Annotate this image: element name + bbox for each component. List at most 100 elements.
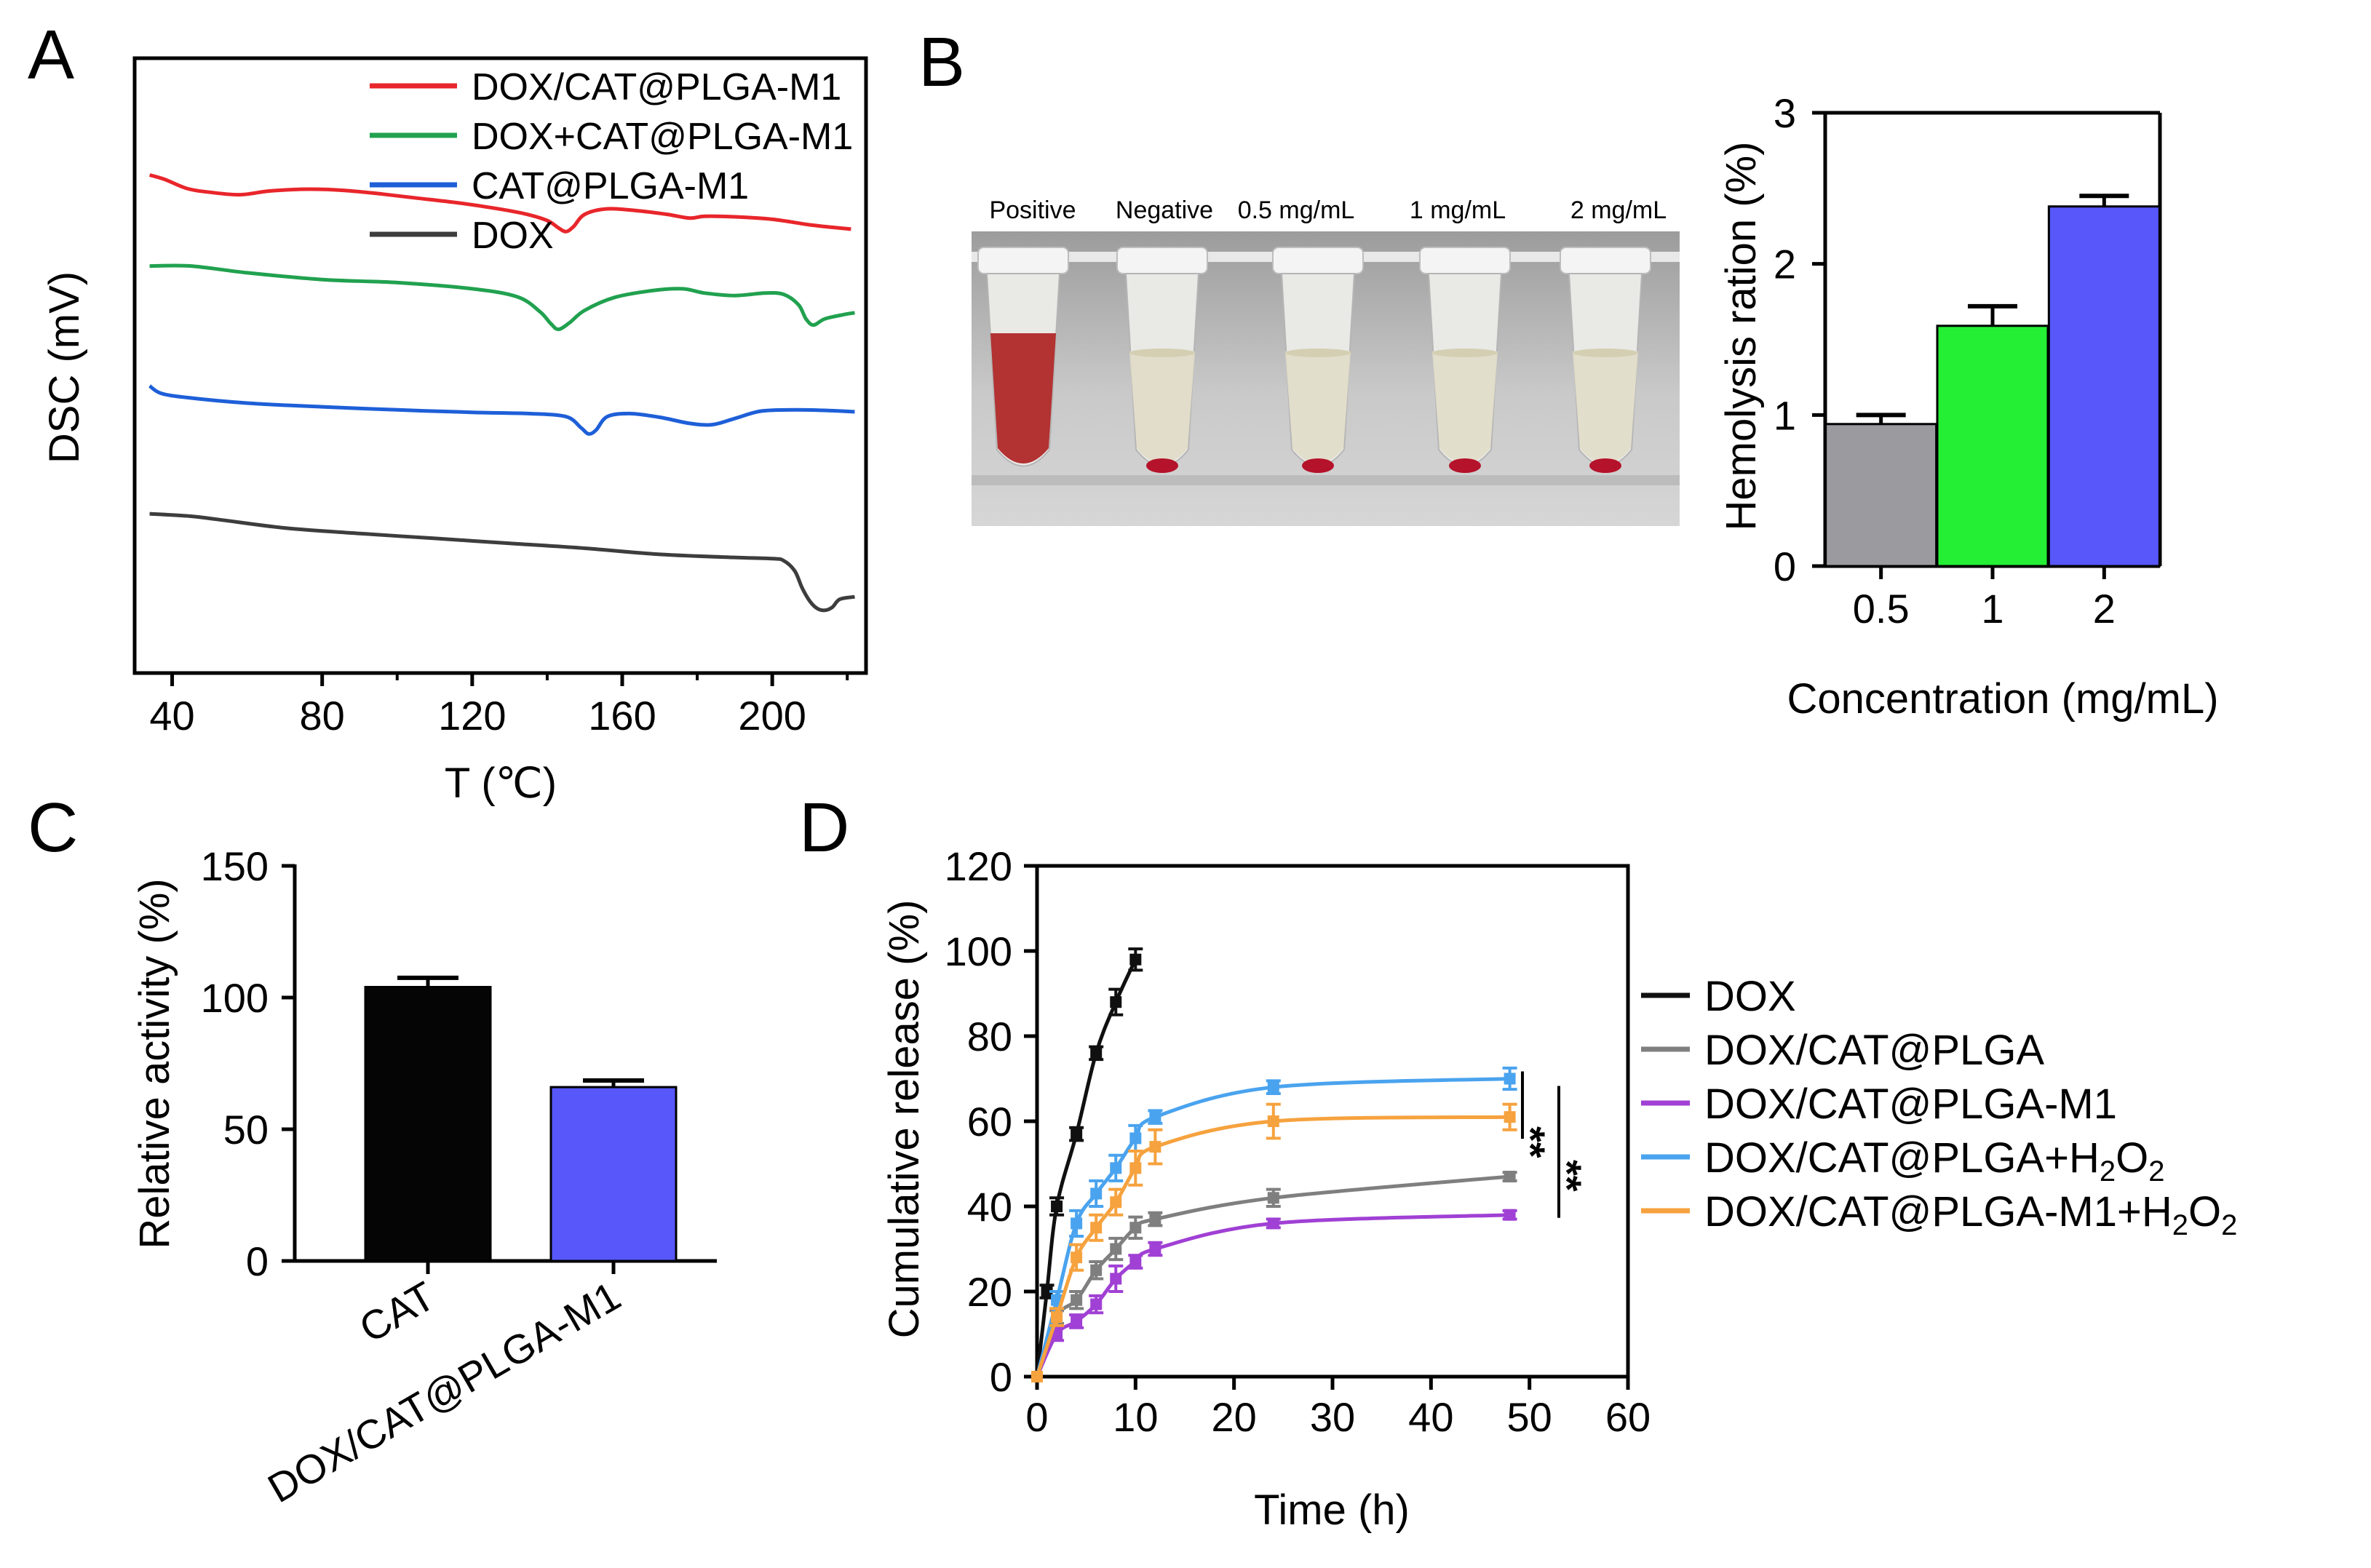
panel-letter-a: A (28, 16, 74, 94)
data-point (1129, 1162, 1142, 1174)
rack-bottom-bar (972, 475, 1680, 485)
legend-label-dox-cat-plga: DOX/CAT@PLGA (1704, 1027, 2044, 1074)
line-dox-cat-plga-m1-h2o2 (1035, 1115, 1510, 1377)
y-tick-label: 2 (1774, 242, 1796, 287)
significance-label-1: ** (1508, 1126, 1554, 1158)
data-point (1031, 1371, 1043, 1382)
data-point (1071, 1315, 1083, 1327)
y-tick-label: 0 (1774, 544, 1796, 589)
y-tick-label: 40 (967, 1184, 1012, 1230)
data-point (1129, 1256, 1142, 1268)
tube-pellet (1146, 458, 1178, 473)
data-point (1051, 1201, 1063, 1212)
data-point (1504, 1072, 1516, 1085)
tube-1-mg-ml (1419, 247, 1511, 473)
x-tick-label-dox-cat-plga-m1: DOX/CAT@PLGA-M1 (260, 1273, 628, 1511)
data-point (1090, 1222, 1103, 1234)
plot-frame (132, 56, 868, 675)
data-point (1071, 1251, 1083, 1264)
line-dox-cat-plga-m1 (1035, 1213, 1510, 1378)
data-point (1110, 1162, 1122, 1174)
legend-label-tail: O (2188, 1188, 2221, 1235)
curve-cat-plga-m1 (148, 384, 855, 436)
photo-label-1-mg-ml: 1 mg/mL (1410, 196, 1506, 224)
data-point (1071, 1217, 1083, 1230)
y-tick-label: 100 (201, 975, 269, 1021)
panel-letter-d: D (799, 789, 849, 867)
x-tick-label-cat: CAT (352, 1273, 442, 1351)
series-dox-cat-plga-m1-h2o2 (1031, 1102, 1517, 1382)
data-point (1041, 1286, 1053, 1297)
legend-label-dox-cat-plga-m1: DOX+CAT@PLGA-M1 (472, 116, 853, 158)
x-tick-label-2: 2 (2093, 586, 2116, 632)
tube-pellet (1589, 458, 1621, 473)
y-tick-label: 60 (967, 1099, 1012, 1145)
y-tick-label: 80 (967, 1014, 1012, 1059)
tube-pellet (1449, 458, 1481, 473)
data-point (1267, 1081, 1279, 1094)
legend-subscript: 2 (2172, 1209, 2188, 1241)
data-point (1149, 1213, 1161, 1225)
x-tick-label: 0 (1025, 1394, 1048, 1440)
photo-label-negative: Negative (1116, 196, 1213, 224)
x-tick-label: 80 (300, 693, 345, 739)
x-tick-label: 40 (1408, 1394, 1453, 1440)
x-tick-label: 40 (149, 693, 194, 739)
tube-0-5-mg-ml (1272, 247, 1364, 473)
panel-letter-c: C (28, 789, 78, 867)
tube-liquid (1129, 351, 1195, 463)
hemolysis-photo: Positive Negative 0.5 mg/mL 1 mg/mL 2 mg/mL (972, 196, 1680, 526)
x-axis-title: Concentration (mg/mL) (1787, 675, 2218, 723)
tube-cap (1419, 247, 1511, 274)
tube-cap (1272, 247, 1364, 274)
bar-0-5 (1824, 423, 1938, 568)
significance-label-2: ** (1544, 1160, 1590, 1192)
data-point (1129, 1132, 1142, 1145)
series-dox (1031, 947, 1143, 1382)
photo-label-0-5-mg-ml: 0.5 mg/mL (1238, 196, 1355, 224)
y-tick-label: 3 (1774, 90, 1796, 136)
legend-label-main: DOX/CAT@PLGA+H (1704, 1134, 2100, 1182)
data-point (1504, 1209, 1516, 1221)
tube-liquid (1432, 351, 1498, 463)
y-tick-label: 0 (990, 1354, 1012, 1400)
data-point (1090, 1298, 1103, 1310)
data-point (1110, 1243, 1122, 1255)
line-dox-cat-plga-h2o2 (1035, 1077, 1510, 1377)
tube-cap (1116, 247, 1208, 274)
x-tick-label: 10 (1113, 1394, 1158, 1440)
data-point (1051, 1311, 1063, 1324)
curve-dox (149, 512, 855, 613)
x-tick-label: 60 (1605, 1394, 1651, 1440)
bar-1 (1936, 325, 2049, 568)
x-tick-label-1: 1 (1981, 586, 2003, 632)
x-tick-label: 120 (438, 693, 506, 739)
tube-meniscus (1432, 349, 1498, 357)
x-tick-label: 30 (1310, 1394, 1355, 1440)
data-point (1129, 953, 1142, 966)
panel-letter-b: B (918, 23, 965, 101)
tube-meniscus (1285, 349, 1351, 357)
data-point (1149, 1141, 1161, 1153)
tube-meniscus (1129, 349, 1195, 357)
data-point (1149, 1243, 1161, 1255)
x-tick-label: 200 (738, 693, 806, 739)
legend-label-dox-cat-plga-m1-h2o2: DOX/CAT@PLGA-M1+H2O2 (1704, 1188, 2237, 1241)
bar-cat (364, 986, 492, 1262)
curve-dox-cat-plga-m1 (149, 263, 855, 332)
panel-a-dsc-chart: A 40 80 120 160 200 T (℃) DSC (mV) DOX/CAT@PLGA-… (28, 16, 868, 807)
curve-dox-cat-plga-m1 (148, 173, 851, 234)
tube-cap (977, 247, 1069, 274)
data-point (1129, 1222, 1142, 1234)
y-tick-label: 0 (246, 1238, 269, 1284)
y-tick-label: 20 (967, 1269, 1012, 1315)
legend-subscript: 2 (2148, 1155, 2164, 1187)
legend-label-dox-cat-plga-m1: DOX/CAT@PLGA-M1 (1704, 1081, 2117, 1128)
tube-liquid (1573, 351, 1638, 463)
legend-subscript: 2 (2221, 1209, 2237, 1241)
legend-label-main: DOX/CAT@PLGA-M1+H (1704, 1188, 2172, 1235)
legend-label-main: DOX (1704, 973, 1796, 1020)
y-tick-label: 100 (945, 928, 1012, 974)
tube-pellet (1302, 458, 1334, 473)
